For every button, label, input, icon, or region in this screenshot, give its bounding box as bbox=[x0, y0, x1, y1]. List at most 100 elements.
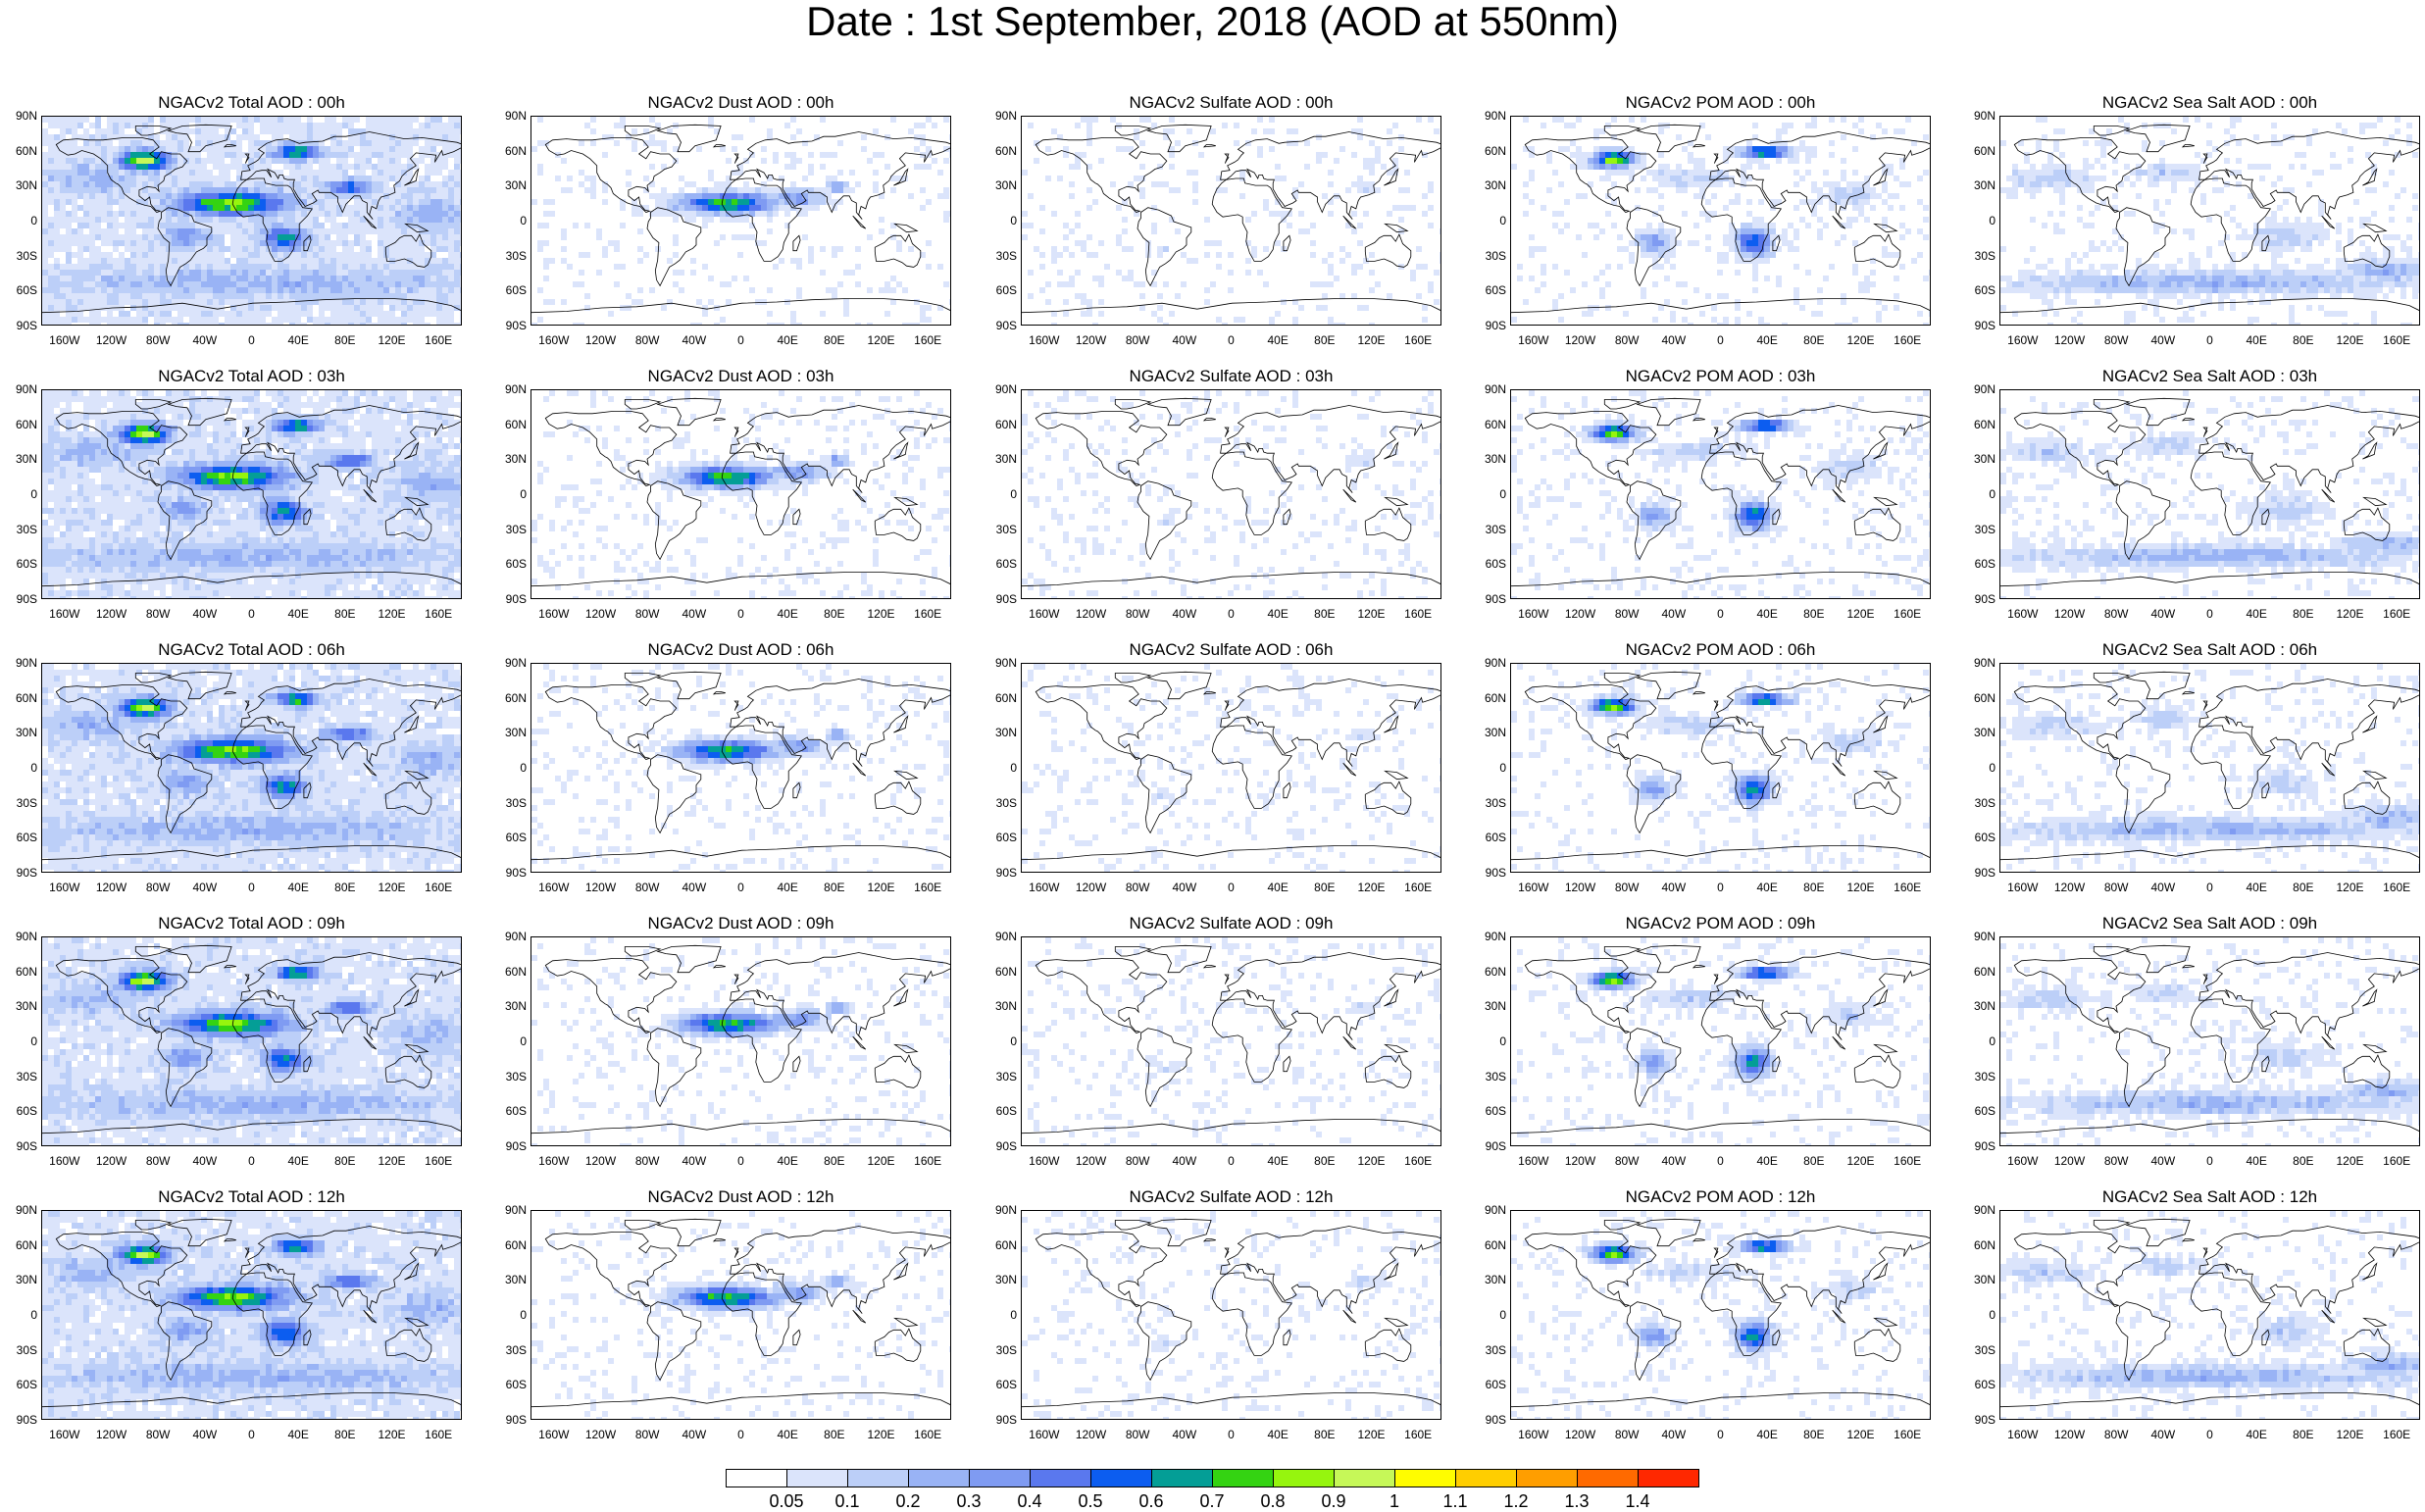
aod-cell bbox=[395, 158, 401, 164]
aod-cell bbox=[2077, 323, 2083, 325]
aod-cell bbox=[590, 187, 596, 193]
aod-cell bbox=[1022, 211, 1028, 217]
coastline bbox=[42, 298, 461, 314]
aod-cell bbox=[325, 187, 330, 193]
aod-cell bbox=[183, 234, 189, 240]
aod-cell bbox=[2271, 270, 2277, 276]
aod-cell bbox=[2212, 264, 2218, 270]
aod-cell bbox=[448, 205, 454, 211]
aod-cell bbox=[172, 258, 177, 264]
aod-cell bbox=[1063, 246, 1069, 252]
aod-cell bbox=[348, 117, 354, 123]
aod-cell bbox=[2306, 246, 2312, 252]
aod-cell bbox=[378, 287, 383, 293]
aod-cell bbox=[348, 223, 354, 228]
aod-cell bbox=[2059, 152, 2065, 158]
aod-cell bbox=[2300, 276, 2306, 281]
aod-cell bbox=[1852, 170, 1858, 176]
aod-cell bbox=[2342, 258, 2348, 264]
aod-cell bbox=[77, 193, 83, 199]
aod-cell bbox=[213, 117, 219, 123]
aod-cell bbox=[389, 211, 395, 217]
aod-cell bbox=[48, 390, 54, 396]
aod-cell bbox=[2189, 176, 2195, 181]
aod-cell bbox=[2153, 252, 2159, 258]
aod-cell bbox=[307, 317, 313, 323]
aod-cell bbox=[837, 140, 843, 146]
aod-cell bbox=[943, 146, 949, 152]
aod-cell bbox=[266, 293, 272, 299]
aod-cell bbox=[1817, 217, 1823, 223]
aod-cell bbox=[737, 217, 743, 223]
aod-cell bbox=[201, 164, 207, 170]
aod-cell bbox=[60, 211, 66, 217]
aod-cell bbox=[266, 390, 272, 396]
aod-cell bbox=[2359, 252, 2365, 258]
aod-cell bbox=[278, 390, 283, 396]
aod-cell bbox=[1134, 128, 1139, 134]
aod-cell bbox=[1693, 158, 1699, 164]
aod-cell bbox=[1899, 234, 1905, 240]
aod-cell bbox=[260, 311, 266, 317]
aod-cell bbox=[225, 276, 230, 281]
aod-cell bbox=[732, 217, 737, 223]
aod-cell bbox=[360, 317, 366, 323]
aod-cell bbox=[154, 134, 160, 140]
aod-cell bbox=[2053, 181, 2059, 187]
aod-cell bbox=[2312, 276, 2318, 281]
aod-cell bbox=[119, 176, 125, 181]
aod-cell bbox=[796, 187, 802, 193]
aod-cell bbox=[2089, 187, 2095, 193]
aod-cell bbox=[1535, 287, 1541, 293]
aod-cell bbox=[1541, 264, 1546, 270]
aod-cell bbox=[873, 187, 879, 193]
aod-cell bbox=[330, 317, 336, 323]
aod-cell bbox=[761, 181, 767, 187]
aod-cell bbox=[1635, 152, 1641, 158]
aod-cell bbox=[1440, 252, 1441, 258]
aod-cell bbox=[42, 323, 48, 325]
aod-cell bbox=[761, 205, 767, 211]
aod-cell bbox=[372, 134, 378, 140]
aod-cell bbox=[125, 287, 130, 293]
aod-cell bbox=[1664, 234, 1670, 240]
aod-cell bbox=[289, 181, 295, 187]
coastline bbox=[1137, 207, 1192, 287]
aod-cell bbox=[248, 158, 254, 164]
lon-tick-label: 160W bbox=[1025, 333, 1064, 347]
aod-cell bbox=[1275, 164, 1281, 170]
aod-cell bbox=[348, 193, 354, 199]
aod-cell bbox=[360, 211, 366, 217]
aod-cell bbox=[737, 170, 743, 176]
aod-cell bbox=[755, 211, 761, 217]
aod-cell bbox=[2077, 217, 2083, 223]
aod-cell bbox=[419, 276, 425, 281]
aod-cell bbox=[2371, 276, 2377, 281]
aod-cell bbox=[2147, 264, 2153, 270]
aod-cell bbox=[207, 276, 213, 281]
aod-cell bbox=[720, 234, 726, 240]
aod-cell bbox=[360, 217, 366, 223]
aod-cell bbox=[77, 187, 83, 193]
aod-cell bbox=[425, 276, 430, 281]
aod-cell bbox=[207, 176, 213, 181]
aod-cell bbox=[2377, 276, 2383, 281]
aod-cell bbox=[219, 264, 225, 270]
aod-cell bbox=[837, 181, 843, 187]
aod-cell bbox=[107, 211, 113, 217]
aod-cell bbox=[442, 276, 448, 281]
aod-cell bbox=[177, 305, 183, 311]
lon-tick-label: 80E bbox=[2284, 333, 2323, 347]
aod-cell bbox=[2218, 287, 2224, 293]
aod-cell bbox=[2083, 187, 2089, 193]
aod-cell bbox=[620, 305, 626, 311]
aod-cell bbox=[195, 170, 201, 176]
aod-cell bbox=[2012, 181, 2018, 187]
aod-cell bbox=[201, 270, 207, 276]
aod-cell bbox=[313, 217, 319, 223]
aod-cell bbox=[148, 311, 154, 317]
aod-cell bbox=[1287, 223, 1292, 228]
aod-cell bbox=[219, 258, 225, 264]
aod-cell bbox=[236, 181, 242, 187]
aod-cell bbox=[336, 152, 342, 158]
